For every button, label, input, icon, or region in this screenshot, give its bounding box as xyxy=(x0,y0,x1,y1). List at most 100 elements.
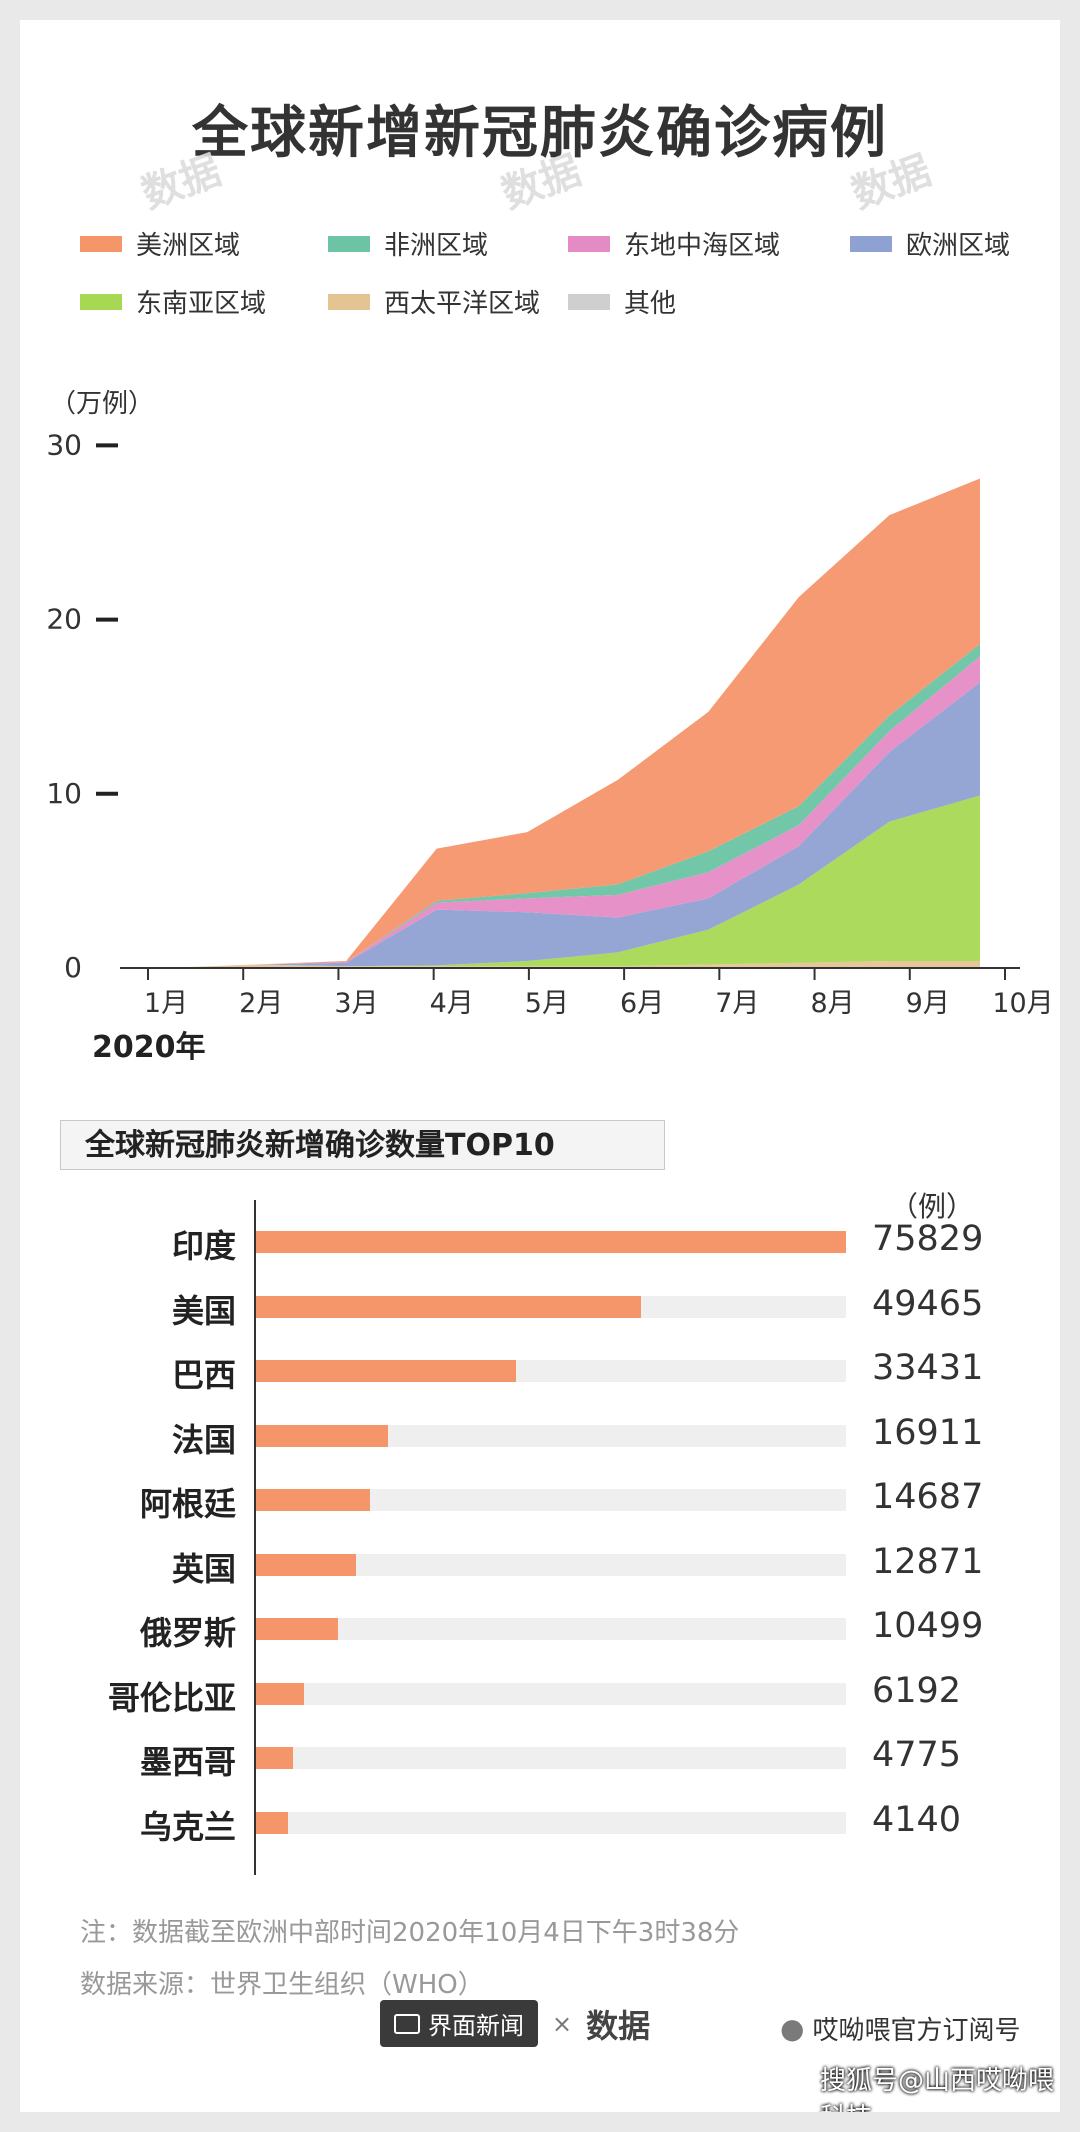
legend-item: 欧洲区域 xyxy=(850,225,1010,262)
bar xyxy=(256,1553,357,1576)
bar-value-label: 10499 xyxy=(872,1606,984,1646)
legend-item: 东地中海区域 xyxy=(568,225,780,262)
bar-row: 阿根廷 14687 xyxy=(20,1473,1060,1537)
top10-unit: （例） xyxy=(890,1190,975,1223)
top10-title: 全球新冠肺炎新增确诊数量TOP10 xyxy=(60,1120,665,1170)
bar xyxy=(256,1489,371,1511)
legend-label: 东地中海区域 xyxy=(624,231,781,261)
x-tick-label: 1月 xyxy=(144,988,188,1019)
legend-swatch xyxy=(80,235,122,252)
bar-row: 墨西哥 4775 xyxy=(20,1731,1060,1795)
bar-category-label: 阿根廷 xyxy=(139,1485,236,1523)
bar-chart-axis xyxy=(254,1200,256,1875)
bar-value-label: 75829 xyxy=(872,1219,984,1259)
bar-row: 印度 75829 xyxy=(20,1215,1060,1279)
legend-label: 美洲区域 xyxy=(136,231,241,261)
bar xyxy=(256,1747,294,1769)
legend-swatch xyxy=(80,293,122,310)
bar-row: 巴西 33431 xyxy=(20,1344,1060,1408)
news-icon xyxy=(394,2013,420,2034)
x-tick-label: 5月 xyxy=(525,988,569,1019)
bar-category-label: 美国 xyxy=(171,1291,236,1330)
bar-track xyxy=(256,1811,846,1834)
legend-item: 其他 xyxy=(568,283,676,320)
wechat-icon: ● xyxy=(780,2012,805,2045)
bar-track xyxy=(256,1682,846,1705)
x-tick-label: 9月 xyxy=(906,988,950,1019)
legend-item: 非洲区域 xyxy=(328,225,488,262)
x-tick-label: 4月 xyxy=(430,988,474,1019)
wechat-account-name: 哎呦喂官方订阅号 xyxy=(812,2016,1021,2046)
sohu-watermark: 搜狐号@山西哎呦喂科技 xyxy=(820,2066,1055,2112)
brand-logo: 数据 xyxy=(586,2006,651,2045)
x-tick-label: 7月 xyxy=(715,988,759,1019)
bar-row: 哥伦比亚 6192 xyxy=(20,1667,1060,1731)
bar-value-label: 4140 xyxy=(872,1799,962,1840)
bar xyxy=(256,1295,641,1318)
legend-label: 欧洲区域 xyxy=(906,231,1011,261)
legend-swatch xyxy=(328,293,370,310)
area-chart: （万例） 0 10 20 30 1月 2月 3月 4月 5月 6月 7月 8月 9月 10月 xyxy=(46,389,1053,1019)
x-tick-label: 8月 xyxy=(810,988,854,1019)
data-source: 数据来源：世界卫生组织（WHO） xyxy=(80,1970,484,2000)
wechat-account: ● 哎呦喂官方订阅号 xyxy=(780,2010,1020,2047)
bar-category-label: 乌克兰 xyxy=(139,1807,236,1846)
jiemian-logo: 界面新闻 xyxy=(380,2000,538,2047)
legend-item: 美洲区域 xyxy=(80,225,240,262)
footnote: 注：数据截至欧洲中部时间2020年10月4日下午3时38分 xyxy=(80,1918,740,1948)
bar-track xyxy=(256,1747,846,1769)
bar xyxy=(256,1682,305,1705)
bar xyxy=(256,1424,388,1447)
bar-row: 美国 49465 xyxy=(20,1280,1060,1344)
bar-value-label: 16911 xyxy=(872,1412,984,1453)
chart-legend: 美洲区域 非洲区域 东地中海区域 欧洲区域东南亚区域 西太平洋区域 其他 xyxy=(80,225,1040,335)
bar-category-label: 俄罗斯 xyxy=(139,1614,236,1652)
infographic-card: 全球新增新冠肺炎确诊病例 美洲区域 非洲区域 东地中海区域 欧洲区域东南亚区域 西太平洋… xyxy=(20,20,1060,2112)
bar xyxy=(256,1231,846,1253)
legend-label: 东南亚区域 xyxy=(136,289,267,319)
legend-label: 西太平洋区域 xyxy=(384,289,541,319)
series-area-2 xyxy=(165,795,980,968)
x-tick-label: 6月 xyxy=(620,988,664,1019)
bar-value-label: 33431 xyxy=(872,1348,984,1388)
bar xyxy=(256,1618,338,1640)
x-tick-label: 3月 xyxy=(334,988,378,1019)
x-tick-label: 2月 xyxy=(239,988,283,1019)
bar-category-label: 哥伦比亚 xyxy=(107,1678,236,1717)
bar-value-label: 14687 xyxy=(872,1477,984,1517)
bar-track xyxy=(256,1295,846,1318)
footer-logos: 界面新闻 × 数据 xyxy=(380,2000,650,2047)
bar-value-label: 12871 xyxy=(872,1541,984,1582)
bar-track xyxy=(256,1489,846,1511)
bar-value-label: 49465 xyxy=(872,1283,984,1324)
y-tick-label: 30 xyxy=(46,428,82,461)
bar-row: 英国 12871 xyxy=(20,1538,1060,1602)
bar-value-label: 6192 xyxy=(872,1670,962,1711)
bar-category-label: 印度 xyxy=(171,1227,236,1265)
legend-swatch xyxy=(850,235,892,252)
legend-item: 西太平洋区域 xyxy=(328,283,540,320)
legend-label: 其他 xyxy=(624,289,677,319)
bar xyxy=(256,1360,517,1382)
y-tick-label: 10 xyxy=(46,777,82,810)
bar-category-label: 英国 xyxy=(171,1549,236,1588)
y-tick-label: 20 xyxy=(46,603,82,636)
bar-category-label: 法国 xyxy=(171,1420,236,1459)
legend-label: 非洲区域 xyxy=(384,231,489,261)
bar-track xyxy=(256,1618,846,1640)
legend-swatch xyxy=(568,293,610,310)
jiemian-logo-text: 界面新闻 xyxy=(428,2012,524,2040)
bar-value-label: 4775 xyxy=(872,1735,962,1775)
bar-row: 乌克兰 4140 xyxy=(20,1796,1060,1860)
bar-track xyxy=(256,1231,846,1253)
bar-row: 俄罗斯 10499 xyxy=(20,1602,1060,1666)
bar-row: 法国 16911 xyxy=(20,1409,1060,1473)
y-axis-unit: （万例） xyxy=(50,389,154,419)
bar-category-label: 巴西 xyxy=(171,1356,236,1394)
bar xyxy=(256,1811,289,1834)
page-title: 全球新增新冠肺炎确诊病例 xyxy=(192,101,888,166)
footer-separator: × xyxy=(552,2009,573,2038)
bar-category-label: 墨西哥 xyxy=(139,1743,236,1781)
x-tick-label: 10月 xyxy=(992,988,1053,1019)
bar-track xyxy=(256,1360,846,1382)
